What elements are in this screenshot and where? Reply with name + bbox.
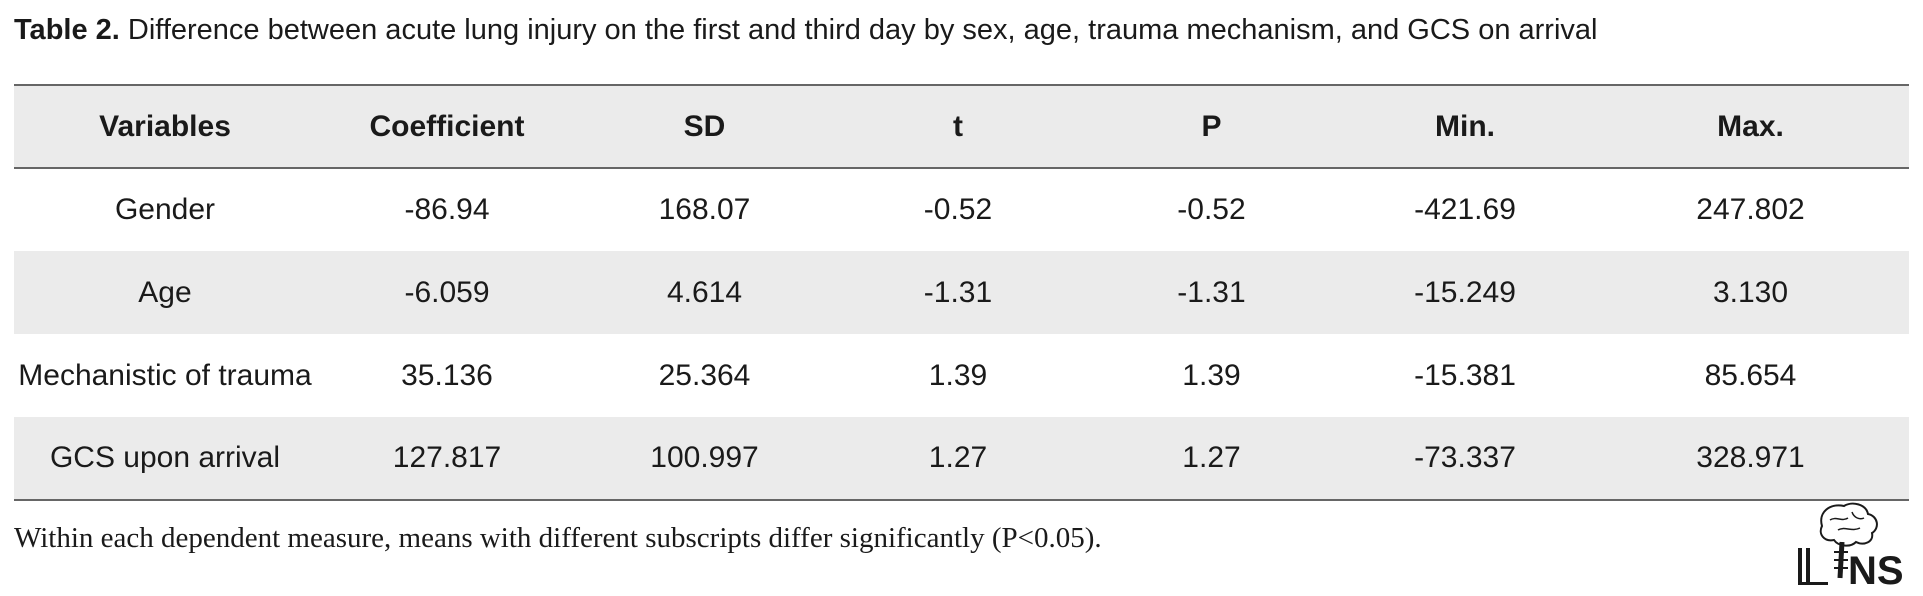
table-cell: 1.27 bbox=[1085, 417, 1338, 501]
table-cell: Age bbox=[138, 275, 192, 309]
table-caption: Table 2. Difference between acute lung i… bbox=[14, 12, 1597, 48]
column-header-t: t bbox=[831, 84, 1085, 169]
table-cell: 127.817 bbox=[316, 417, 578, 501]
column-header-variables: Variables bbox=[14, 84, 316, 169]
table-cell: 4.614 bbox=[666, 275, 743, 309]
table-cell: -73.337 bbox=[1338, 417, 1592, 501]
table-cell: 1.27 bbox=[831, 417, 1085, 501]
table-cell: 168.07 bbox=[658, 193, 751, 226]
table-cell: -86.94 bbox=[404, 193, 490, 226]
table-cell: 1.39 bbox=[928, 358, 988, 392]
table-cell: 25.364 bbox=[658, 358, 751, 392]
table-cell: -0.52 bbox=[1177, 193, 1246, 226]
table-row: GCS upon arrival 127.817 100.997 1.27 1.… bbox=[14, 417, 1909, 501]
table-cell: 1.39 bbox=[1182, 358, 1241, 392]
column-header-p: P bbox=[1085, 84, 1338, 169]
caption-text: Difference between acute lung injury on … bbox=[127, 14, 1598, 46]
journal-logo-icon: NS bbox=[1798, 502, 1904, 590]
table-row: Age -6.059 4.614 -1.31 -1.31 -15.249 3.1… bbox=[14, 251, 1909, 334]
table-cell: GCS upon arrival bbox=[14, 417, 316, 501]
column-header-sd: SD bbox=[578, 84, 831, 169]
table-cell: -6.059 bbox=[404, 275, 490, 309]
table-cell: -421.69 bbox=[1414, 193, 1516, 226]
table-row: Mechanistic of trauma 35.136 25.364 1.39… bbox=[14, 334, 1909, 417]
table-cell: -1.31 bbox=[1177, 275, 1246, 309]
table-cell: 247.802 bbox=[1696, 193, 1805, 226]
table-cell: -0.52 bbox=[923, 193, 993, 226]
table-cell: 328.971 bbox=[1592, 417, 1909, 501]
table-row: Gender -86.94 168.07 -0.52 -0.52 -421.69… bbox=[14, 168, 1909, 251]
table-header-row: Variables Coefficient SD t P Min. Max. bbox=[14, 84, 1909, 169]
table-cell: 3.130 bbox=[1712, 275, 1789, 309]
table-cell: 35.136 bbox=[401, 358, 493, 392]
table-cell: -15.381 bbox=[1414, 358, 1516, 392]
logo-text: NS bbox=[1848, 549, 1904, 590]
results-table: Variables Coefficient SD t P Min. Max. G… bbox=[14, 84, 1909, 501]
table-cell: 100.997 bbox=[578, 417, 831, 501]
table-cell: -15.249 bbox=[1414, 275, 1516, 309]
table-cell: Mechanistic of trauma bbox=[18, 358, 312, 392]
table-footnote: Within each dependent measure, means wit… bbox=[14, 522, 1102, 554]
column-header-coefficient: Coefficient bbox=[316, 84, 578, 169]
caption-label: Table 2. bbox=[14, 14, 120, 46]
table-cell: Gender bbox=[114, 193, 216, 226]
column-header-min: Min. bbox=[1338, 84, 1592, 169]
column-header-max: Max. bbox=[1592, 84, 1909, 169]
table-cell: -1.31 bbox=[923, 275, 993, 309]
table-cell: 85.654 bbox=[1704, 358, 1797, 392]
